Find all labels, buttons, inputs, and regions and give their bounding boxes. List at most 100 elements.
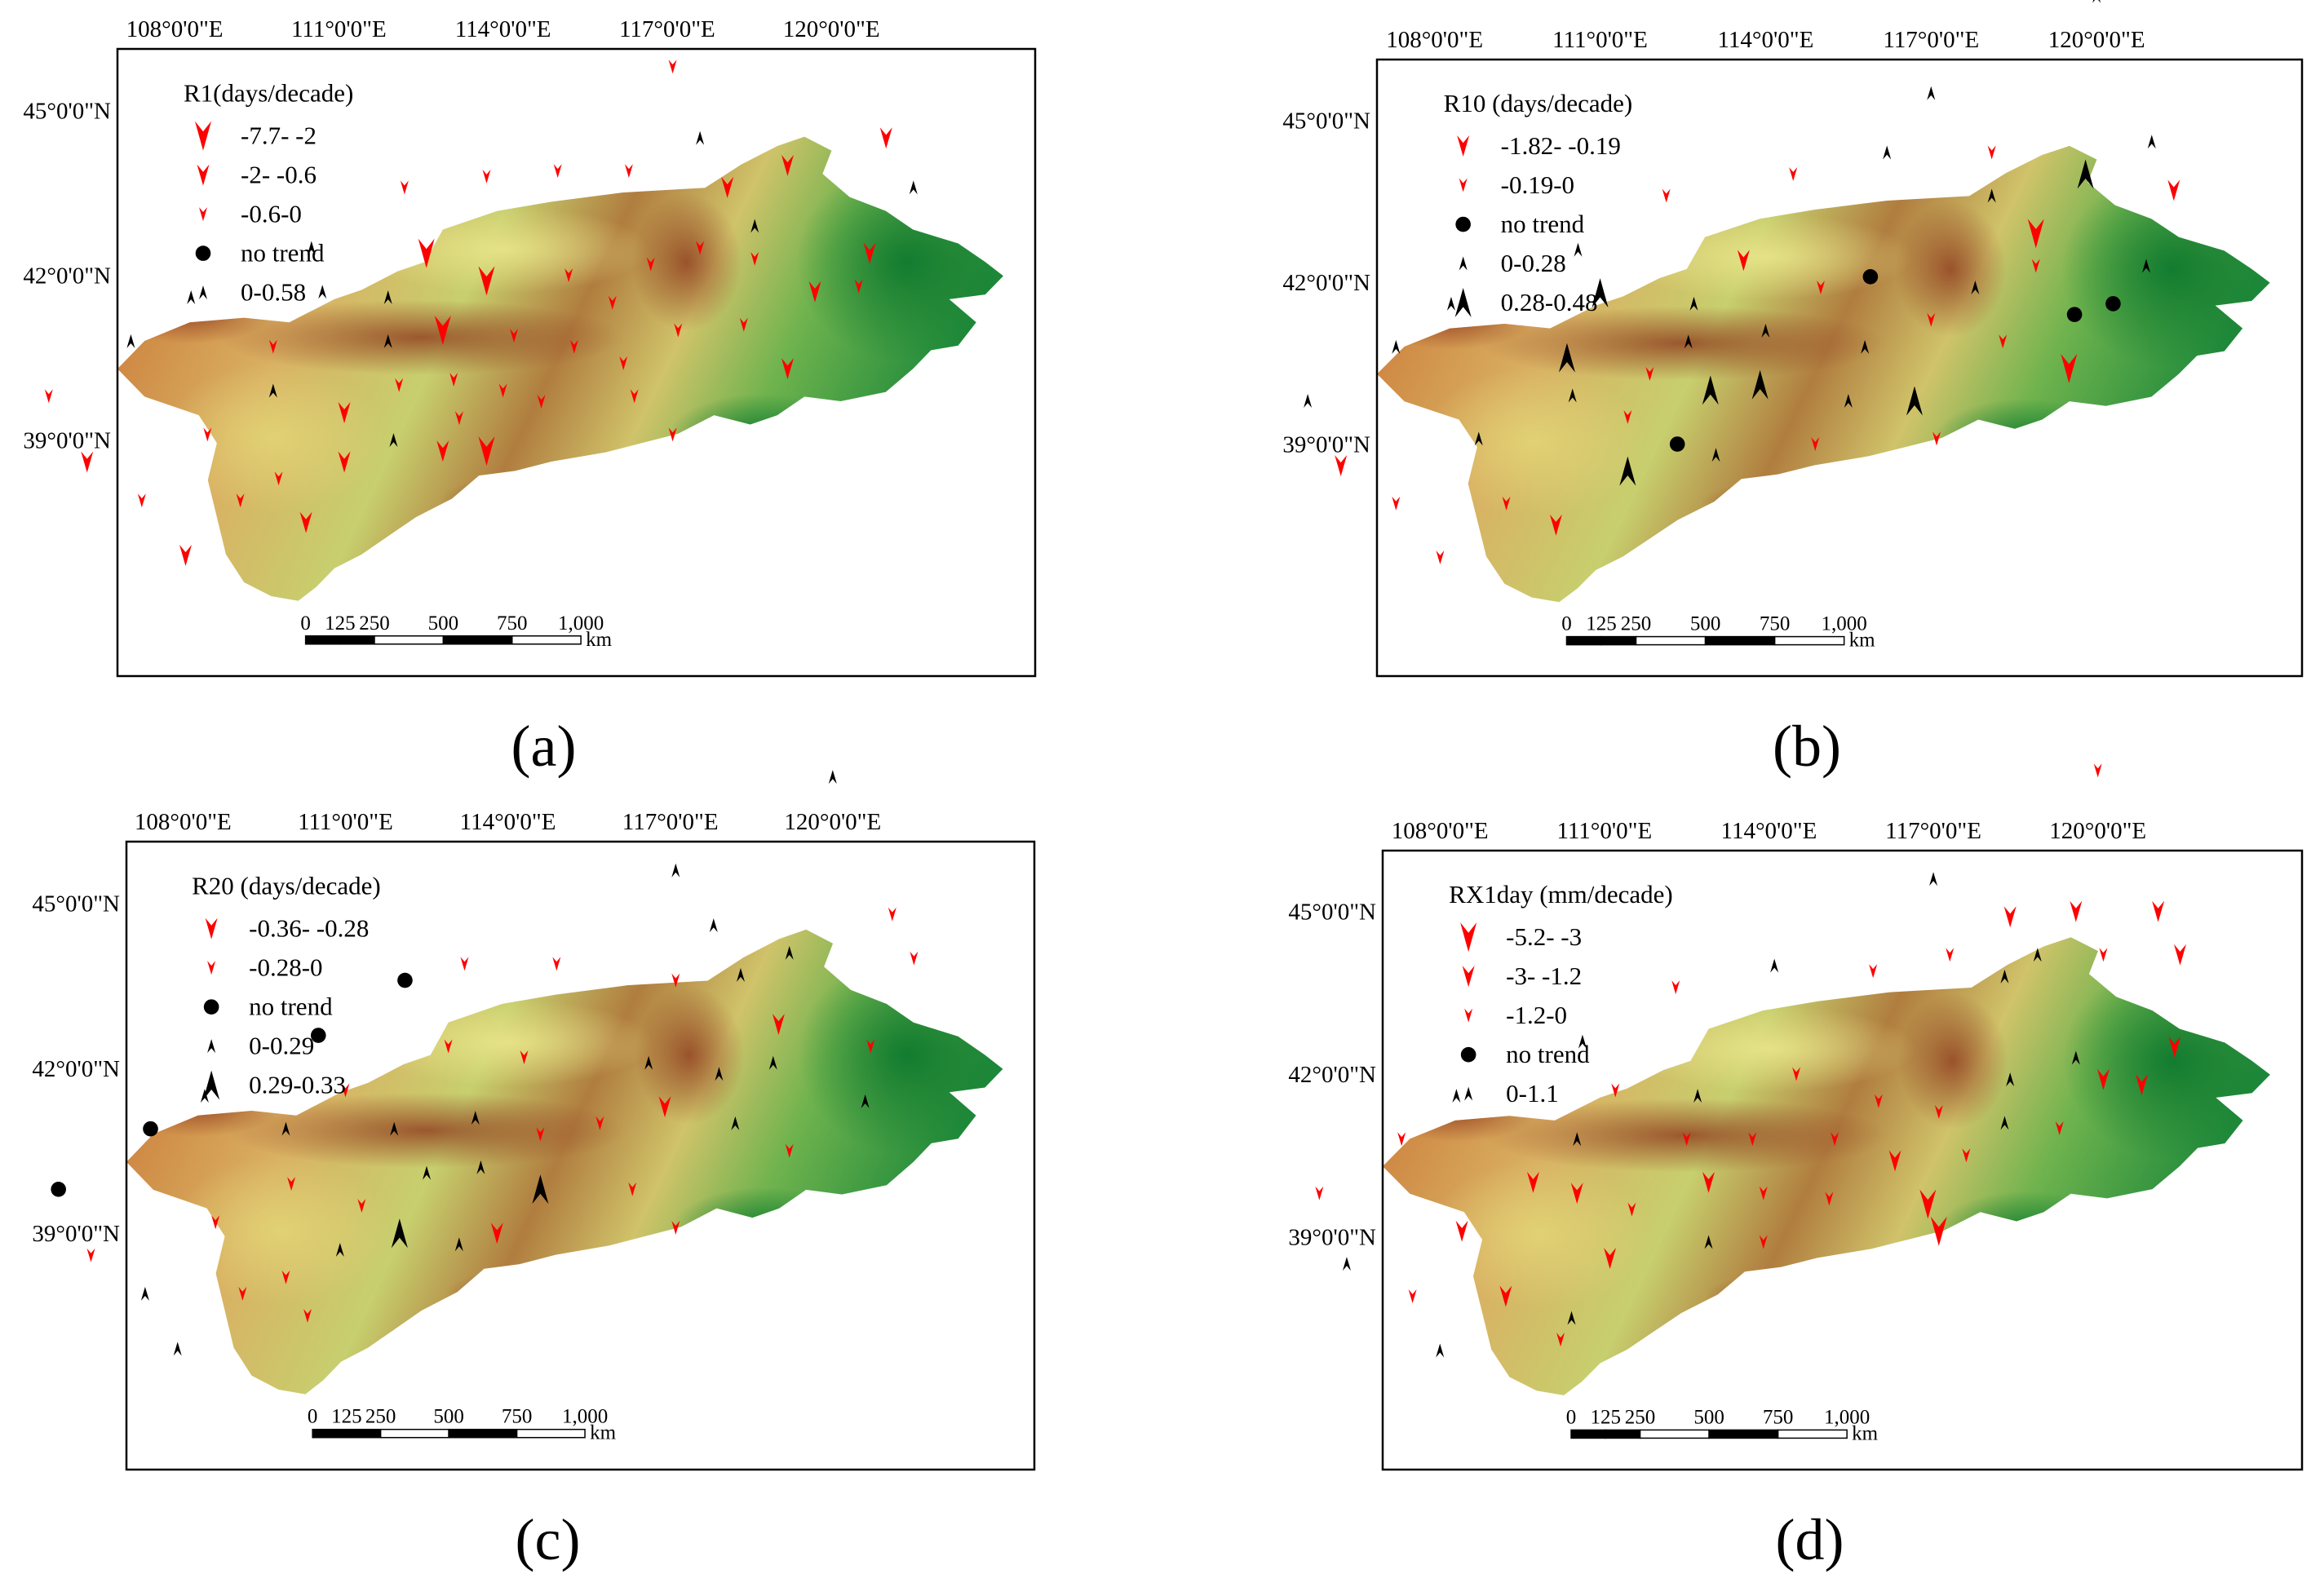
station-decrease-marker [1335,454,1348,476]
station-increase-marker [1906,386,1923,416]
station-decrease-marker [490,1222,503,1245]
station-no-trend-marker [1862,268,1879,285]
legend-entry-label: -1.2-0 [1506,1001,1567,1029]
station-decrease-marker [1627,1202,1636,1217]
legend-entry-label: 0-0.29 [249,1032,314,1060]
legend-symbol [195,245,211,261]
station-decrease-marker [1662,188,1671,203]
scale-tick-label: 0 [308,1406,318,1428]
legend: RX1day (mm/decade) -5.2- -3 -3- -1.2 -1.2-0… [1449,880,1673,1107]
scale-bar-segment [312,1428,348,1439]
station-decrease-marker [2152,900,2165,922]
legend: R1(days/decade) -7.7- -2 -2- -0.6 -0.6-0 no … [184,79,353,307]
station-no-trend-marker [143,1121,158,1137]
station-increase-marker [1693,1089,1702,1103]
legend-symbol [1462,966,1475,988]
station-decrease-marker [671,973,680,988]
station-decrease-marker [1888,1150,1901,1172]
station-decrease-marker [287,1177,296,1191]
station-decrease-marker [1789,167,1798,182]
station-decrease-marker [671,1221,680,1236]
longitude-label: 120°0'0"E [2049,818,2146,844]
map-panel-3: 108°0'0"E 111°0'0"E 114°0'0"E 117°0'0"E 120°… [32,770,1036,1572]
station-decrease-marker [910,951,919,966]
station-decrease-marker [1869,964,1878,979]
station-decrease-marker [418,238,435,268]
latitude-label: 39°0'0"N [23,428,111,454]
legend-title: R10 (days/decade) [1444,89,1633,117]
longitude-label: 120°0'0"E [2048,27,2145,53]
station-decrease-marker [2174,944,2187,966]
station-decrease-marker [553,164,562,179]
station-decrease-marker [400,180,409,195]
longitude-label: 120°0'0"E [783,16,880,42]
scale-tick-label: 500 [1690,613,1721,635]
scale-bar-segment [379,1428,449,1439]
station-decrease-marker [595,1116,604,1130]
station-increase-marker [476,1160,485,1174]
station-no-trend-marker [2105,296,2121,312]
scale-bar-segment [448,1428,518,1439]
station-increase-marker [696,130,705,145]
station-increase-marker [1304,394,1313,409]
panel-label: (a) [511,714,577,779]
station-decrease-marker [1392,496,1401,511]
legend-symbol [195,121,211,151]
station-increase-marker [1567,1311,1576,1325]
map-frame [125,840,1036,1471]
station-decrease-marker [395,378,404,392]
legend-entry-label: -0.6-0 [241,200,302,228]
scale-bar-segment [516,1428,586,1439]
station-decrease-marker [436,440,449,462]
longitude-label: 114°0'0"E [1717,27,1813,53]
station-increase-marker [1436,1343,1445,1358]
station-decrease-marker [434,315,451,345]
station-decrease-marker [338,401,351,423]
station-increase-marker [2006,1072,2015,1087]
station-decrease-marker [888,907,897,922]
scale-bar-segment [1600,635,1637,646]
legend-entry-label: -2- -0.6 [241,161,317,189]
station-increase-marker [1971,281,1980,295]
station-decrease-marker [2055,1121,2064,1135]
station-increase-marker [750,219,759,233]
station-increase-marker [307,241,316,255]
station-increase-marker [1770,958,1779,973]
station-decrease-marker [81,451,94,473]
station-decrease-marker [1759,1186,1768,1200]
panel-label: (d) [1776,1507,1844,1572]
station-increase-marker [2092,0,2101,3]
scale-bar-segment [346,1428,382,1439]
legend-title: R1(days/decade) [184,79,353,108]
station-increase-marker [454,1237,463,1252]
legend-symbol [197,164,210,186]
legend-entry-label: -7.7- -2 [241,122,317,150]
station-increase-marker [1474,431,1483,446]
station-increase-marker [2033,948,2042,962]
station-increase-marker [1578,1034,1587,1049]
station-decrease-marker [1919,1189,1937,1219]
station-increase-marker [471,1111,480,1125]
station-increase-marker [1929,872,1938,886]
scale-tick-label: 250 [1625,1406,1656,1428]
station-no-trend-marker [310,1028,326,1043]
station-decrease-marker [1817,281,1826,295]
station-increase-marker [1452,1089,1461,1103]
station-decrease-marker [537,394,546,409]
longitude-label: 111°0'0"E [298,809,393,835]
station-increase-marker [1342,1257,1351,1271]
station-decrease-marker [2070,900,2083,922]
station-decrease-marker [1825,1191,1834,1206]
scale-bar-segment [1565,635,1602,646]
station-decrease-marker [203,427,212,442]
legend-symbol [203,1070,220,1100]
station-decrease-marker [268,339,277,354]
latitude-label: 45°0'0"N [1288,900,1376,926]
legend-symbol [199,285,207,300]
station-decrease-marker [1748,1132,1757,1147]
station-decrease-marker [1645,366,1654,381]
station-increase-marker [318,285,327,299]
